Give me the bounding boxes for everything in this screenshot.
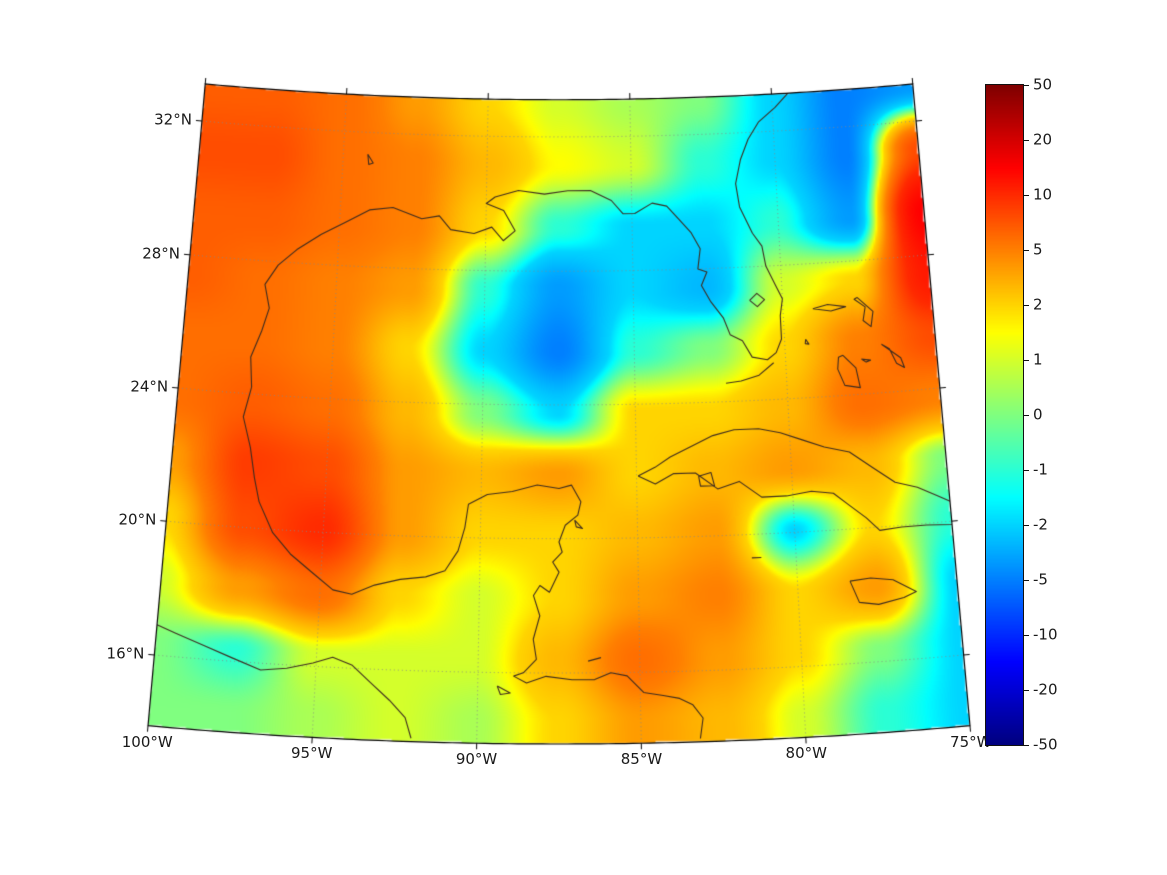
colorbar-tick <box>1024 745 1029 746</box>
colorbar-tick <box>1024 635 1029 636</box>
colorbar-tick-label: 10 <box>1033 185 1053 204</box>
colorbar-tick <box>1024 250 1029 251</box>
colorbar-gradient <box>985 84 1024 746</box>
colorbar-tick <box>1024 85 1029 86</box>
colorbar-tick-label: 5 <box>1033 240 1043 259</box>
colorbar-tick <box>1024 140 1029 141</box>
colorbar-tick <box>1024 525 1029 526</box>
colorbar-tick-label: 2 <box>1033 295 1043 314</box>
colorbar-tick-label: 20 <box>1033 130 1053 149</box>
colorbar-tick-label: -1 <box>1033 460 1048 479</box>
colorbar-tick-label: -10 <box>1033 625 1058 644</box>
colorbar-tick-label: -20 <box>1033 680 1058 699</box>
colorbar-tick <box>1024 470 1029 471</box>
colorbar-tick <box>1024 305 1029 306</box>
colorbar-tick <box>1024 415 1029 416</box>
colorbar-tick <box>1024 195 1029 196</box>
colorbar-tick-label: 50 <box>1033 75 1053 94</box>
colorbar-tick <box>1024 690 1029 691</box>
colorbar-tick-label: -2 <box>1033 515 1048 534</box>
colorbar-tick-label: 1 <box>1033 350 1043 369</box>
colorbar-tick <box>1024 580 1029 581</box>
colorbar-tick-label: -5 <box>1033 570 1048 589</box>
colorbar-tick-label: -50 <box>1033 735 1058 754</box>
colorbar: 50 20 10 5 2 1 0 -1 -2 -5 -10 -20 -50 <box>985 77 1125 752</box>
colorbar-tick <box>1024 360 1029 361</box>
colorbar-tick-label: 0 <box>1033 405 1043 424</box>
